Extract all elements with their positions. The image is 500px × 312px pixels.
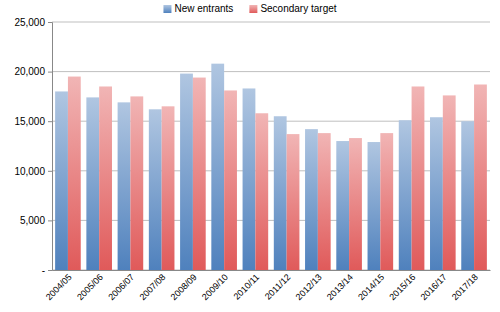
x-tick-label: 2015/16: [387, 272, 417, 302]
y-tick: 20,000: [14, 66, 52, 77]
x-axis: 2004/052005/062006/072007/082008/092009/…: [44, 271, 491, 303]
x-tick: 2006/07: [106, 272, 136, 302]
grid: [52, 22, 490, 270]
grid-line: [52, 71, 490, 72]
legend: New entrants Secondary target: [163, 3, 336, 14]
x-tick-label: 2008/09: [169, 272, 199, 302]
bar: [86, 97, 99, 270]
bar: [211, 64, 224, 270]
bar: [305, 129, 318, 270]
y-tick-mark: [48, 171, 52, 172]
bar: [474, 84, 487, 270]
y-tick: -: [42, 265, 52, 276]
bar: [193, 78, 206, 270]
bar: [380, 133, 393, 270]
x-tick-label: 2016/17: [419, 272, 449, 302]
y-tick: 15,000: [14, 116, 52, 127]
legend-label: New entrants: [174, 3, 233, 14]
x-axis-line: [53, 270, 491, 271]
legend-label: Secondary target: [260, 3, 336, 14]
bar: [255, 113, 268, 270]
bar: [461, 121, 474, 270]
y-axis-line: [48, 23, 53, 271]
x-tick: 2015/16: [387, 272, 417, 302]
x-tick: 2008/09: [169, 272, 199, 302]
x-tick-label: 2004/05: [44, 272, 74, 302]
y-tick: 25,000: [14, 17, 52, 28]
x-tick: 2016/17: [419, 272, 449, 302]
x-tick: 2007/08: [137, 272, 167, 302]
legend-item: New entrants: [163, 3, 233, 14]
bar: [349, 138, 362, 270]
x-tick-label: 2009/10: [200, 272, 230, 302]
x-tick: 2009/10: [200, 272, 230, 302]
bar: [412, 86, 425, 270]
bar: [318, 133, 331, 270]
legend-item: Secondary target: [249, 3, 336, 14]
x-tick-label: 2012/13: [294, 272, 324, 302]
x-tick-label: 2006/07: [106, 272, 136, 302]
bar: [130, 96, 143, 270]
x-tick-label: 2017/18: [450, 272, 480, 302]
bar: [399, 120, 412, 270]
bar: [99, 86, 112, 270]
x-tick-label: 2013/14: [325, 272, 355, 302]
x-tick: 2013/14: [325, 272, 355, 302]
bar: [430, 117, 443, 270]
x-tick-label: 2007/08: [137, 272, 167, 302]
y-tick-label: 25,000: [14, 17, 45, 28]
bar: [55, 91, 68, 270]
bar: [118, 102, 131, 270]
bar-series: [55, 64, 474, 270]
bar-series: [68, 77, 487, 270]
y-tick: 5,000: [20, 215, 52, 226]
y-tick-label: 20,000: [14, 66, 45, 77]
bar: [243, 88, 256, 270]
x-tick: 2014/15: [356, 272, 386, 302]
x-tick-label: 2014/15: [356, 272, 386, 302]
x-tick: 2017/18: [450, 272, 480, 302]
y-axis: - 5,000 10,000 15,000 20,000 25,000: [14, 17, 52, 276]
x-tick: 2011/12: [263, 272, 293, 302]
legend-swatch: [249, 5, 257, 13]
legend-swatch: [163, 5, 171, 13]
x-tick: 2005/06: [75, 272, 105, 302]
x-tick: 2012/13: [294, 272, 324, 302]
bar: [162, 106, 175, 270]
bar: [68, 77, 81, 270]
bar: [180, 74, 193, 270]
bar: [224, 90, 237, 270]
bar: [287, 134, 300, 270]
y-tick-mark: [48, 121, 52, 122]
bars: [55, 64, 487, 270]
y-tick-mark: [48, 72, 52, 73]
bar: [149, 109, 162, 270]
bar: [368, 142, 381, 270]
y-tick-mark: [48, 270, 52, 271]
x-tick-label: 2010/11: [232, 272, 262, 302]
chart: -5,00010,00015,00020,00025,0002004/05200…: [0, 0, 500, 312]
x-tick-label: 2005/06: [75, 272, 105, 302]
y-tick-label: 5,000: [20, 215, 45, 226]
y-tick-label: 15,000: [14, 116, 45, 127]
y-tick-label: 10,000: [14, 166, 45, 177]
y-tick-label: -: [42, 265, 45, 276]
bar: [336, 141, 349, 270]
bar: [443, 95, 456, 270]
y-tick-mark: [48, 22, 52, 23]
plot: -5,00010,00015,00020,00025,0002004/05200…: [14, 17, 490, 302]
grid-line: [52, 22, 490, 23]
bar: [274, 116, 287, 270]
y-tick-mark: [48, 220, 52, 221]
y-tick: 10,000: [14, 166, 52, 177]
x-tick-label: 2011/12: [263, 272, 293, 302]
x-tick: 2010/11: [232, 272, 262, 302]
x-tick: 2004/05: [44, 272, 74, 302]
